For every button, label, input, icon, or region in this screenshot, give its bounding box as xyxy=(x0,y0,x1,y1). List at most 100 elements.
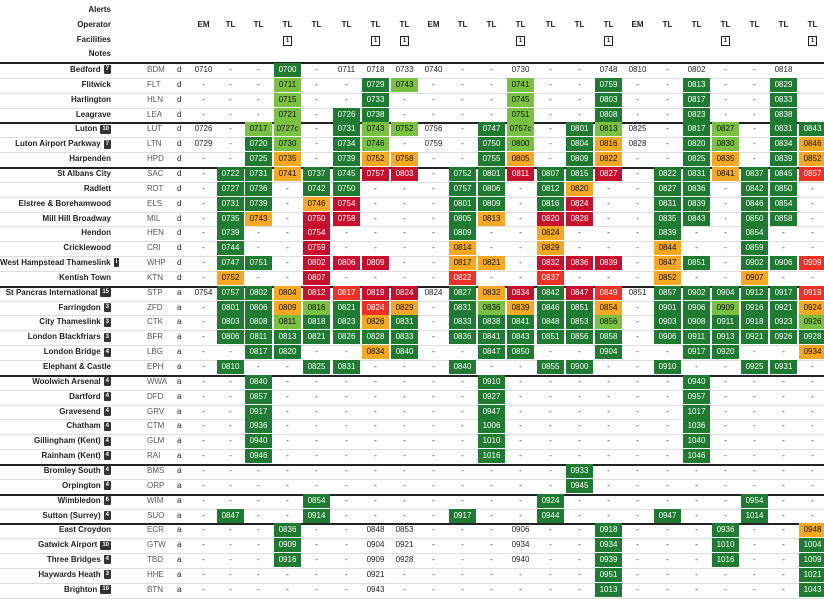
time-cell[interactable]: 0839 xyxy=(683,196,710,211)
time-cell[interactable]: 0948 xyxy=(799,523,824,538)
time-cell[interactable]: 1014 xyxy=(741,508,768,523)
time-cell[interactable]: 0859 xyxy=(741,241,768,256)
time-cell[interactable]: 0839 xyxy=(595,256,622,271)
time-cell[interactable]: - xyxy=(724,451,727,461)
time-cell[interactable]: - xyxy=(811,228,814,238)
time-cell[interactable]: - xyxy=(202,480,205,490)
time-cell[interactable]: - xyxy=(432,421,435,431)
time-cell[interactable]: 0847 xyxy=(566,285,593,300)
time-cell[interactable]: 0759 xyxy=(303,241,330,256)
time-cell[interactable]: - xyxy=(229,94,232,104)
time-cell[interactable]: - xyxy=(345,495,348,505)
time-cell[interactable]: 0851 xyxy=(566,300,593,315)
time-cell[interactable]: - xyxy=(578,495,581,505)
time-cell[interactable]: 0946 xyxy=(245,449,272,464)
time-cell[interactable]: 0836 xyxy=(683,181,710,196)
time-cell[interactable]: - xyxy=(345,391,348,401)
time-cell[interactable]: - xyxy=(403,258,406,268)
time-cell[interactable]: - xyxy=(724,183,727,193)
time-cell[interactable]: 0711 xyxy=(274,77,301,92)
time-cell[interactable]: 0733 xyxy=(362,92,389,107)
time-cell[interactable]: - xyxy=(578,79,581,89)
time-cell[interactable]: - xyxy=(666,79,669,89)
time-cell[interactable]: 0917 xyxy=(770,285,797,300)
time-cell[interactable]: 1016 xyxy=(712,553,739,568)
time-cell[interactable]: - xyxy=(374,451,377,461)
time-cell[interactable]: - xyxy=(519,451,522,461)
time-cell[interactable]: 0848 xyxy=(537,315,564,330)
time-cell[interactable]: 0906 xyxy=(654,330,681,345)
time-cell[interactable]: - xyxy=(666,451,669,461)
time-cell[interactable]: - xyxy=(315,391,318,401)
time-cell[interactable]: 0846 xyxy=(537,300,564,315)
time-cell[interactable]: - xyxy=(461,79,464,89)
time-cell[interactable]: 0725 xyxy=(245,152,272,167)
time-cell[interactable]: 0834 xyxy=(507,285,534,300)
time-cell[interactable]: - xyxy=(636,213,639,223)
time-cell[interactable]: - xyxy=(345,421,348,431)
time-cell[interactable]: - xyxy=(345,480,348,490)
time-cell[interactable]: 0933 xyxy=(566,463,593,478)
time-cell[interactable]: - xyxy=(490,495,493,505)
time-cell[interactable]: - xyxy=(636,154,639,164)
time-cell[interactable]: - xyxy=(202,465,205,475)
time-cell[interactable]: 1006 xyxy=(478,419,505,434)
time-cell[interactable]: - xyxy=(724,272,727,282)
time-cell[interactable]: - xyxy=(432,272,435,282)
time-cell[interactable]: - xyxy=(753,421,756,431)
time-cell[interactable]: - xyxy=(403,109,406,119)
time-cell[interactable]: 0710 xyxy=(194,65,213,74)
time-cell[interactable]: 0855 xyxy=(537,360,564,374)
time-cell[interactable]: - xyxy=(257,109,260,119)
time-cell[interactable]: 0921 xyxy=(366,569,385,579)
time-cell[interactable]: - xyxy=(607,272,610,282)
time-cell[interactable]: - xyxy=(753,584,756,594)
time-cell[interactable]: 0916 xyxy=(741,300,768,315)
time-cell[interactable]: - xyxy=(607,243,610,253)
time-cell[interactable]: - xyxy=(432,243,435,253)
time-cell[interactable]: - xyxy=(432,228,435,238)
time-cell[interactable]: 0921 xyxy=(770,300,797,315)
time-cell[interactable]: 0820 xyxy=(683,137,710,152)
time-cell[interactable]: - xyxy=(607,406,610,416)
time-cell[interactable]: - xyxy=(636,584,639,594)
time-cell[interactable]: 0729 xyxy=(194,139,213,149)
time-cell[interactable]: - xyxy=(549,436,552,446)
time-cell[interactable]: - xyxy=(578,555,581,565)
time-cell[interactable]: - xyxy=(345,451,348,461)
time-cell[interactable]: - xyxy=(257,94,260,104)
time-cell[interactable]: 0806 xyxy=(245,300,272,315)
time-cell[interactable]: 0837 xyxy=(537,270,564,285)
time-cell[interactable]: - xyxy=(403,183,406,193)
time-cell[interactable]: 0856 xyxy=(595,315,622,330)
time-cell[interactable]: - xyxy=(811,421,814,431)
time-cell[interactable]: 0911 xyxy=(712,315,739,330)
time-cell[interactable]: - xyxy=(519,421,522,431)
time-cell[interactable]: 0802 xyxy=(303,256,330,271)
time-cell[interactable]: 0924 xyxy=(799,300,824,315)
time-cell[interactable]: 1016 xyxy=(478,449,505,464)
time-cell[interactable]: 0731 xyxy=(333,122,360,137)
time-cell[interactable]: - xyxy=(432,540,435,550)
time-cell[interactable]: - xyxy=(666,65,669,74)
time-cell[interactable]: - xyxy=(202,198,205,208)
time-cell[interactable]: - xyxy=(578,451,581,461)
time-cell[interactable]: - xyxy=(636,376,639,386)
time-cell[interactable]: - xyxy=(666,480,669,490)
time-cell[interactable]: - xyxy=(753,451,756,461)
time-cell[interactable]: - xyxy=(811,243,814,253)
time-cell[interactable]: - xyxy=(403,243,406,253)
time-cell[interactable]: 0928 xyxy=(799,330,824,345)
time-cell[interactable]: - xyxy=(753,555,756,565)
time-cell[interactable]: - xyxy=(257,65,260,74)
time-cell[interactable]: - xyxy=(753,465,756,475)
time-cell[interactable]: - xyxy=(315,451,318,461)
time-cell[interactable]: - xyxy=(549,347,552,357)
time-cell[interactable]: - xyxy=(549,555,552,565)
time-cell[interactable]: - xyxy=(724,94,727,104)
time-cell[interactable]: 1021 xyxy=(799,567,824,582)
time-cell[interactable]: 0811 xyxy=(245,330,272,345)
time-cell[interactable]: 0917 xyxy=(449,508,476,523)
time-cell[interactable]: - xyxy=(286,495,289,505)
time-cell[interactable]: - xyxy=(202,302,205,312)
